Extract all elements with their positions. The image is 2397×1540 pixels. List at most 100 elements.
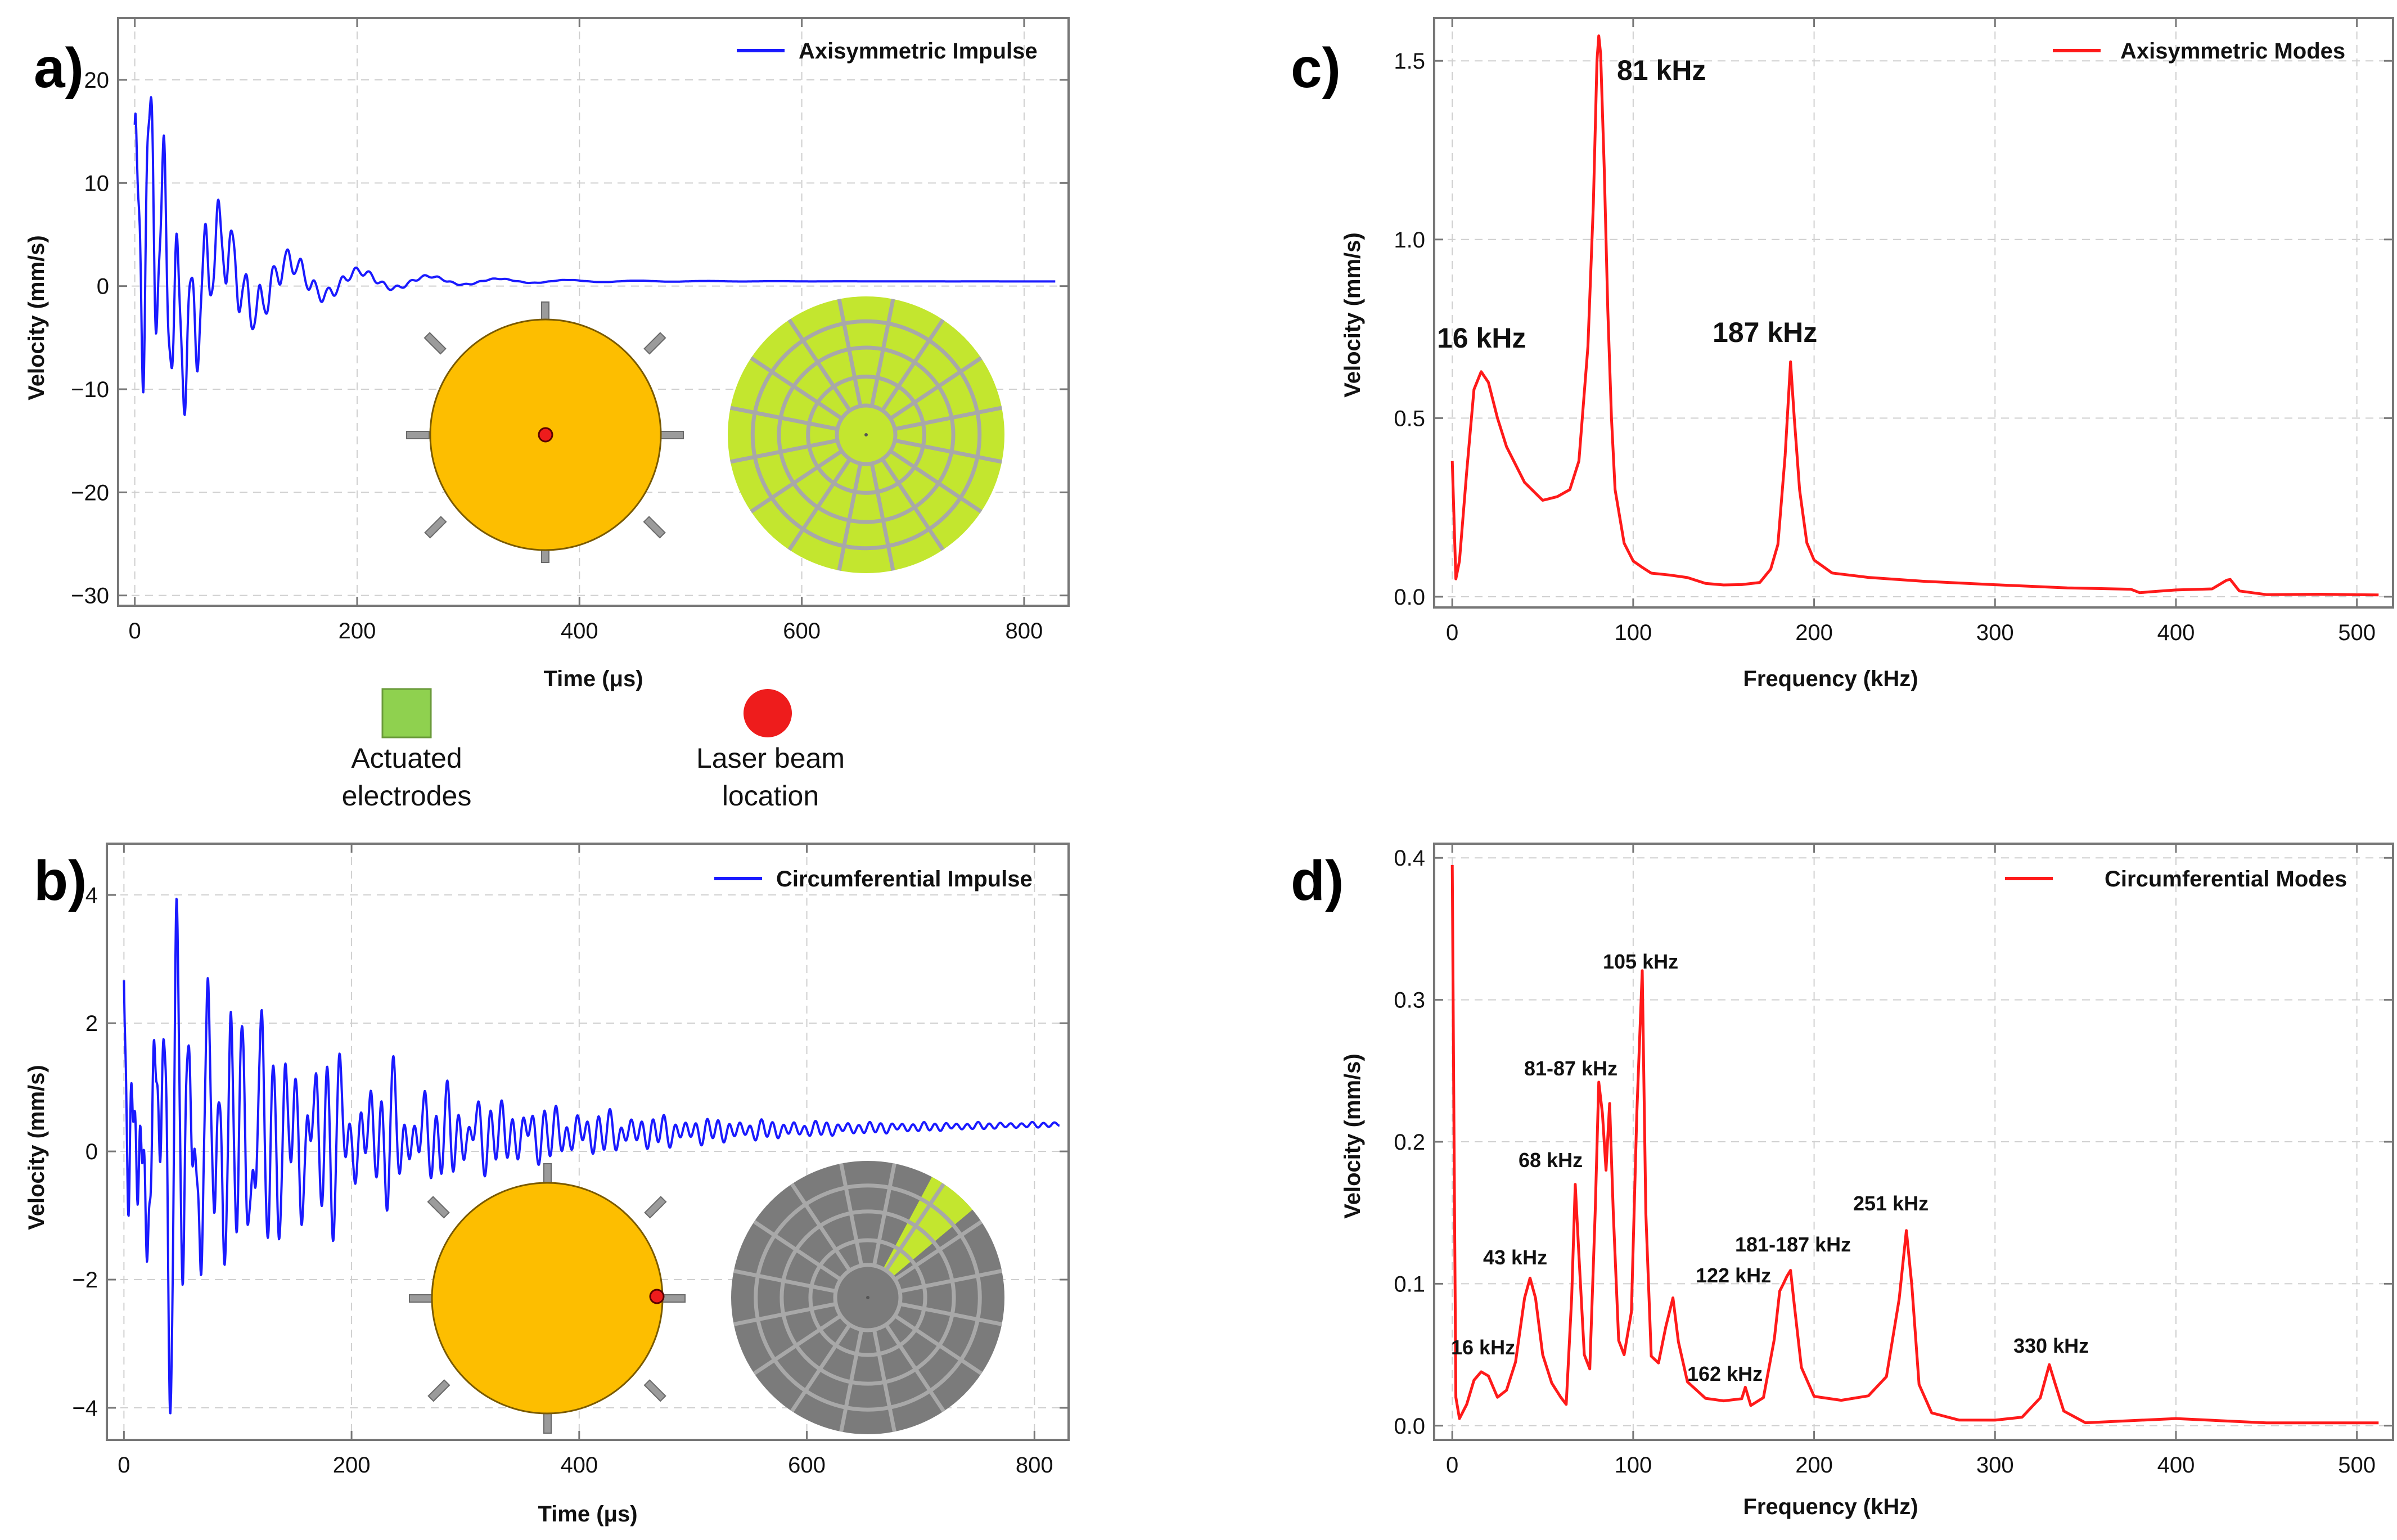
electrode-spoke bbox=[894, 1220, 983, 1281]
electrode-spoke bbox=[750, 356, 843, 421]
electrode-spoke bbox=[730, 406, 838, 431]
y-tick-label: −30 bbox=[71, 584, 109, 609]
data-series bbox=[1450, 34, 2379, 597]
axis-ticks: 0 100 200 300 400 500 0.0 0.1 0.2 0.3 0.4 bbox=[1394, 844, 2393, 1478]
electrode-spoke bbox=[880, 458, 945, 551]
electrode-pin bbox=[427, 1196, 450, 1219]
laser-swatch bbox=[744, 689, 792, 737]
axis-ticks: 0 200 400 600 800 4 2 0 −2 −4 bbox=[72, 844, 1069, 1478]
x-axis-title: Time (μs) bbox=[543, 667, 643, 691]
laser-spot bbox=[649, 1289, 665, 1304]
data-series bbox=[123, 898, 1061, 1415]
electrode-spoke bbox=[872, 1329, 896, 1433]
electrode-pin bbox=[643, 1379, 666, 1402]
electrode-spoke bbox=[787, 458, 852, 551]
peak-label: 81-87 kHz bbox=[1524, 1057, 1617, 1080]
peak-label: 68 kHz bbox=[1519, 1149, 1583, 1172]
electrode-ring bbox=[777, 345, 956, 524]
disk-diagram-b bbox=[409, 1163, 686, 1434]
electrode-pin bbox=[424, 516, 447, 539]
legend: Circumferential Impulse bbox=[714, 867, 1033, 891]
peak-annotations: 81 kHz 16 kHz 187 kHz bbox=[1437, 55, 1817, 354]
electrode-spoke bbox=[753, 1220, 842, 1281]
disk bbox=[431, 1182, 664, 1415]
inset-circumferential bbox=[409, 1161, 1004, 1434]
electrode-spoke bbox=[869, 299, 895, 407]
electrode-spoke bbox=[872, 1163, 896, 1266]
panel-label-d: d) bbox=[1291, 849, 1344, 912]
electrode-ring bbox=[808, 1238, 927, 1357]
electrode-ring bbox=[806, 375, 926, 495]
data-series bbox=[1450, 864, 2379, 1425]
electrode-spoke bbox=[837, 299, 863, 407]
x-axis-title: Time (μs) bbox=[538, 1502, 637, 1527]
peak-label: 105 kHz bbox=[1603, 950, 1678, 973]
plot-frame bbox=[117, 17, 1070, 607]
y-tick-label: 10 bbox=[84, 171, 110, 196]
y-tick-label: 1.5 bbox=[1394, 49, 1425, 74]
peak-label: 16 kHz bbox=[1451, 1336, 1515, 1359]
electrode-spoke bbox=[837, 463, 863, 571]
y-tick-label: 0.1 bbox=[1394, 1272, 1425, 1296]
x-tick-label: 400 bbox=[2157, 620, 2195, 645]
peak-label: 81 kHz bbox=[1617, 55, 1706, 86]
data-series bbox=[133, 96, 1056, 416]
y-tick-label: −20 bbox=[71, 480, 109, 505]
electrode-pin bbox=[409, 1294, 432, 1303]
disk-diagram-a bbox=[406, 301, 684, 563]
impulse-line bbox=[123, 898, 1061, 1415]
y-tick-label: 2 bbox=[85, 1011, 98, 1036]
array-center-dot bbox=[866, 1296, 869, 1299]
electrode-spoke bbox=[750, 449, 843, 514]
electrode-spoke bbox=[884, 1323, 945, 1412]
electrode-spoke bbox=[889, 449, 983, 514]
peak-label: 43 kHz bbox=[1483, 1246, 1547, 1269]
x-tick-label: 400 bbox=[560, 1453, 598, 1478]
electrode-spoke bbox=[733, 1269, 836, 1294]
legend-label: Circumferential Impulse bbox=[776, 867, 1033, 891]
electrode-spoke bbox=[753, 1314, 842, 1375]
electrode-ring bbox=[754, 1183, 982, 1412]
y-tick-label: 4 bbox=[85, 883, 98, 908]
panel-a-axisymmetric-impulse: a) 0 200 400 600 800 20 10 0 −10 −20 −30 bbox=[24, 17, 1070, 691]
y-axis-title: Velocity (mm/s) bbox=[1340, 1053, 1365, 1218]
y-tick-label: 20 bbox=[84, 68, 110, 93]
peak-label: 181-187 kHz bbox=[1735, 1233, 1851, 1256]
y-axis-title: Velocity (mm/s) bbox=[1340, 232, 1365, 397]
legend-label: Circumferential Modes bbox=[2105, 867, 2347, 891]
peak-label: 187 kHz bbox=[1713, 317, 1817, 348]
inset-axisymmetric bbox=[406, 296, 1004, 573]
electrode-pin bbox=[423, 332, 447, 355]
electrode-pin bbox=[427, 1379, 450, 1402]
electrode-array-a bbox=[728, 296, 1004, 573]
electrode-spoke bbox=[869, 463, 895, 571]
electrode-spoke bbox=[839, 1163, 864, 1266]
x-tick-label: 800 bbox=[1006, 619, 1043, 643]
y-tick-label: 1.0 bbox=[1394, 228, 1425, 253]
electrode-spoke bbox=[899, 1269, 1003, 1294]
y-tick-label: 0.0 bbox=[1394, 585, 1425, 610]
array-center-dot bbox=[864, 433, 868, 436]
electrode-spoke bbox=[733, 1302, 836, 1326]
actuated-label-line1: Actuated bbox=[351, 742, 462, 774]
x-tick-label: 500 bbox=[2338, 1453, 2376, 1478]
panel-label-c: c) bbox=[1291, 37, 1341, 100]
spectrum-line bbox=[1450, 34, 2379, 597]
y-tick-label: 0.3 bbox=[1394, 988, 1425, 1013]
electrode-spoke bbox=[790, 1183, 851, 1272]
electrode-spoke bbox=[899, 1302, 1003, 1326]
electrode-spoke bbox=[894, 1314, 983, 1375]
y-axis-title: Velocity (mm/s) bbox=[24, 235, 49, 400]
axis-ticks: 0 100 200 300 400 500 0.0 0.5 1.0 1.5 bbox=[1394, 18, 2393, 645]
y-tick-label: 0.0 bbox=[1394, 1414, 1425, 1439]
electrode-pins bbox=[409, 1163, 686, 1434]
peak-label: 330 kHz bbox=[2013, 1334, 2089, 1357]
y-tick-label: −2 bbox=[72, 1268, 98, 1293]
y-tick-label: −10 bbox=[71, 377, 109, 402]
actuated-electrodes-swatch bbox=[381, 688, 432, 739]
electrode-spoke bbox=[884, 1183, 945, 1272]
peak-label: 251 kHz bbox=[1853, 1192, 1929, 1215]
x-tick-label: 400 bbox=[2157, 1453, 2195, 1478]
electrode-spoke bbox=[839, 1329, 864, 1433]
